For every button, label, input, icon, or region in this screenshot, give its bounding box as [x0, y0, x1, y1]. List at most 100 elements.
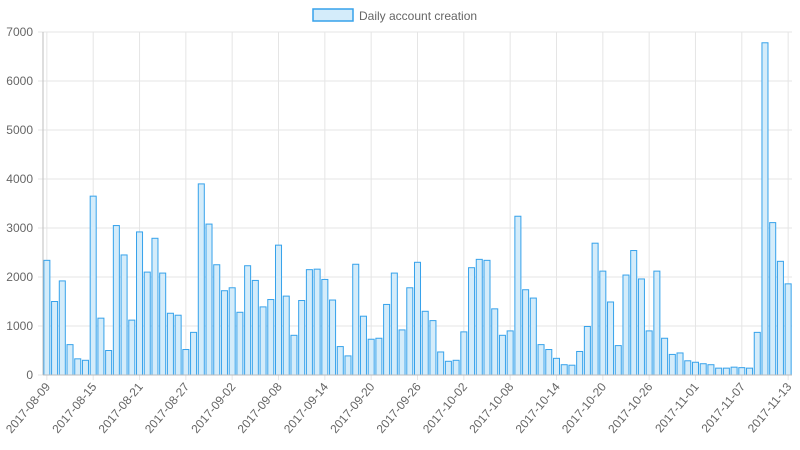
- bar-2017-09-30[interactable]: [444, 360, 452, 376]
- bar-2017-09-28[interactable]: [429, 320, 437, 376]
- bar-2017-09-02[interactable]: [228, 287, 236, 376]
- bar-2017-09-15[interactable]: [329, 299, 337, 376]
- bar-2017-10-19[interactable]: [591, 242, 599, 376]
- bar-2017-10-31[interactable]: [684, 360, 692, 376]
- bar-2017-09-22[interactable]: [383, 303, 391, 376]
- bar-2017-09-10[interactable]: [290, 334, 298, 376]
- bar-2017-10-02[interactable]: [460, 331, 468, 376]
- bar-2017-11-13[interactable]: [784, 283, 792, 376]
- bar-2017-08-30[interactable]: [205, 223, 213, 376]
- bar-2017-10-09[interactable]: [514, 215, 522, 376]
- bar-2017-08-22[interactable]: [143, 271, 151, 376]
- bar-2017-11-09[interactable]: [753, 331, 761, 376]
- bar-2017-09-12[interactable]: [305, 269, 313, 376]
- bar-2017-11-11[interactable]: [769, 222, 777, 376]
- bar-2017-10-14[interactable]: [552, 357, 560, 376]
- bar-2017-10-01[interactable]: [452, 359, 460, 376]
- bar-2017-08-23[interactable]: [151, 237, 159, 376]
- bar-2017-11-07[interactable]: [738, 367, 746, 376]
- bar-2017-08-13[interactable]: [74, 358, 82, 376]
- bar-2017-09-24[interactable]: [398, 329, 406, 376]
- bar-2017-10-17[interactable]: [576, 350, 584, 376]
- bar-2017-08-21[interactable]: [136, 231, 144, 376]
- bar-2017-08-31[interactable]: [213, 264, 221, 376]
- bar-2017-11-12[interactable]: [776, 260, 784, 376]
- bar-2017-09-05[interactable]: [251, 279, 259, 376]
- bar-2017-09-27[interactable]: [421, 310, 429, 376]
- bar-2017-10-27[interactable]: [653, 270, 661, 376]
- bar-2017-09-13[interactable]: [313, 268, 321, 376]
- bar-2017-10-26[interactable]: [645, 330, 653, 376]
- bar-2017-08-16[interactable]: [97, 317, 105, 376]
- bar-2017-09-29[interactable]: [437, 351, 445, 376]
- bar-2017-10-08[interactable]: [506, 330, 514, 376]
- bar-2017-10-18[interactable]: [583, 325, 591, 376]
- bar-2017-08-20[interactable]: [128, 319, 136, 376]
- bar-2017-10-07[interactable]: [498, 334, 506, 376]
- bar-2017-09-25[interactable]: [406, 287, 414, 376]
- bar-2017-09-14[interactable]: [321, 278, 329, 376]
- bar-2017-10-21[interactable]: [607, 301, 615, 376]
- bar-2017-09-03[interactable]: [236, 311, 244, 376]
- y-tick-label: 1000: [6, 319, 33, 333]
- bar-2017-08-27[interactable]: [182, 349, 190, 376]
- x-axis-tick-labels: 2017-08-092017-08-152017-08-212017-08-27…: [3, 380, 795, 436]
- bar-2017-11-06[interactable]: [730, 366, 738, 376]
- bar-2017-11-02[interactable]: [699, 363, 707, 376]
- bar-2017-09-20[interactable]: [367, 338, 375, 376]
- bar-2017-08-14[interactable]: [81, 359, 89, 376]
- bar-2017-09-09[interactable]: [282, 295, 290, 376]
- bar-2017-08-29[interactable]: [197, 183, 205, 376]
- bar-2017-08-12[interactable]: [66, 344, 74, 376]
- bar-2017-10-24[interactable]: [630, 250, 638, 376]
- bar-2017-11-01[interactable]: [691, 361, 699, 376]
- bar-2017-11-04[interactable]: [715, 367, 723, 376]
- bar-2017-11-03[interactable]: [707, 364, 715, 376]
- bar-2017-08-26[interactable]: [174, 314, 182, 376]
- bar-2017-09-17[interactable]: [344, 355, 352, 376]
- bar-2017-10-20[interactable]: [599, 270, 607, 376]
- bar-2017-09-23[interactable]: [390, 272, 398, 376]
- bar-2017-09-21[interactable]: [375, 337, 383, 376]
- bar-2017-10-28[interactable]: [661, 337, 669, 376]
- legend[interactable]: Daily account creation: [312, 8, 477, 23]
- bar-2017-08-19[interactable]: [120, 254, 128, 376]
- bar-2017-10-10[interactable]: [522, 289, 530, 376]
- bar-2017-11-05[interactable]: [722, 367, 730, 376]
- bar-2017-10-12[interactable]: [537, 344, 545, 376]
- bar-2017-10-22[interactable]: [614, 345, 622, 376]
- bar-2017-08-25[interactable]: [166, 312, 174, 376]
- bar-2017-10-04[interactable]: [475, 258, 483, 376]
- bar-2017-08-09[interactable]: [43, 259, 51, 376]
- bar-2017-10-16[interactable]: [568, 364, 576, 376]
- bar-2017-09-16[interactable]: [336, 346, 344, 376]
- bar-2017-08-24[interactable]: [159, 272, 167, 376]
- bar-2017-10-29[interactable]: [668, 353, 676, 376]
- bar-2017-10-15[interactable]: [560, 364, 568, 376]
- bar-2017-10-03[interactable]: [468, 267, 476, 376]
- bar-2017-09-08[interactable]: [275, 244, 283, 376]
- bar-2017-10-25[interactable]: [637, 278, 645, 376]
- bar-2017-08-10[interactable]: [51, 301, 59, 376]
- bar-2017-09-18[interactable]: [352, 263, 360, 376]
- bar-2017-08-28[interactable]: [190, 331, 198, 376]
- bar-2017-10-11[interactable]: [529, 297, 537, 376]
- bar-2017-10-30[interactable]: [676, 352, 684, 376]
- bar-2017-11-08[interactable]: [746, 367, 754, 376]
- bar-2017-08-15[interactable]: [89, 195, 97, 376]
- bar-2017-08-11[interactable]: [58, 280, 66, 376]
- bar-2017-09-19[interactable]: [359, 315, 367, 376]
- bar-2017-09-04[interactable]: [244, 265, 252, 376]
- bar-2017-09-11[interactable]: [298, 300, 306, 376]
- bar-2017-10-23[interactable]: [622, 274, 630, 376]
- bar-2017-10-06[interactable]: [491, 308, 499, 376]
- bar-2017-11-10[interactable]: [761, 42, 769, 376]
- bar-2017-10-13[interactable]: [545, 349, 553, 376]
- bar-2017-09-06[interactable]: [259, 306, 267, 376]
- bar-2017-09-01[interactable]: [220, 290, 228, 376]
- bar-2017-09-26[interactable]: [413, 261, 422, 376]
- bar-2017-08-18[interactable]: [112, 225, 120, 376]
- bar-2017-10-05[interactable]: [483, 259, 491, 376]
- bar-2017-09-07[interactable]: [267, 299, 275, 376]
- bar-2017-08-17[interactable]: [105, 350, 113, 376]
